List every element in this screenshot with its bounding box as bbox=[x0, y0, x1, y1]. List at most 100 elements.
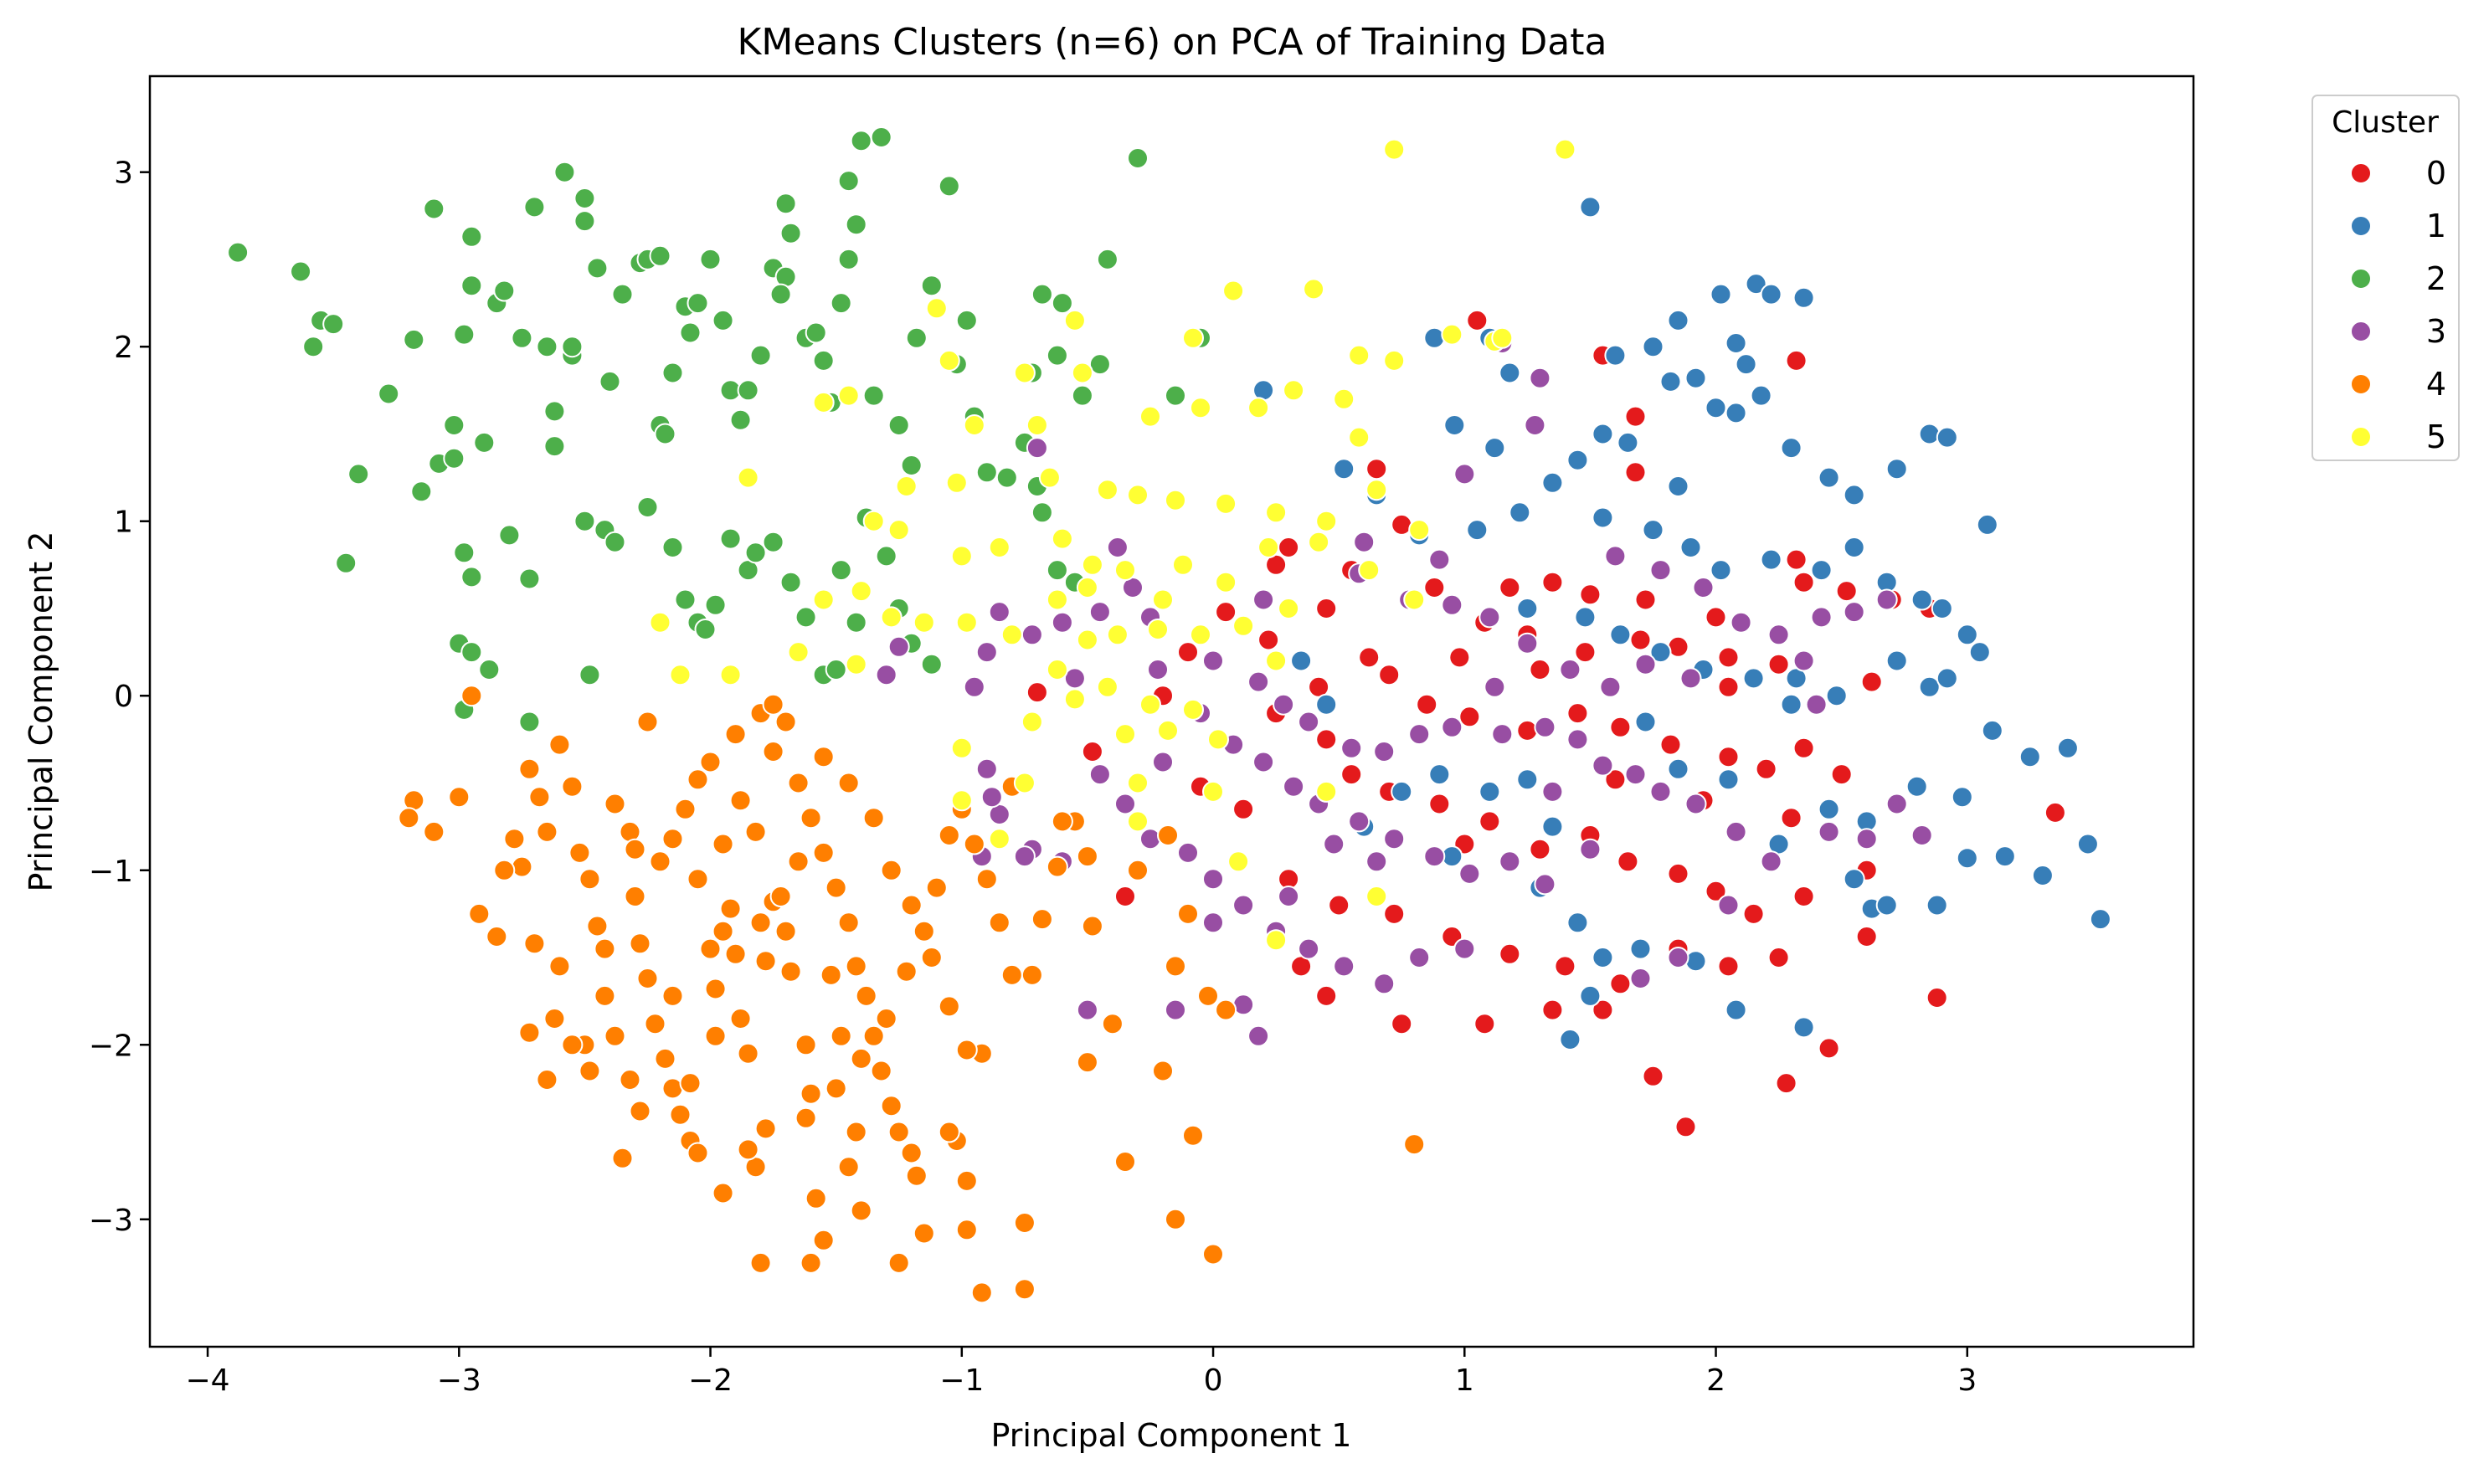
point-cluster-2 bbox=[837, 170, 860, 193]
point-cluster-5 bbox=[1403, 588, 1426, 611]
point-cluster-2 bbox=[1046, 344, 1068, 367]
point-cluster-1 bbox=[1956, 624, 1978, 646]
point-cluster-4 bbox=[586, 915, 609, 937]
point-cluster-3 bbox=[1458, 862, 1481, 885]
point-cluster-3 bbox=[1604, 545, 1627, 567]
point-cluster-0 bbox=[1423, 577, 1446, 598]
point-cluster-3 bbox=[1792, 650, 1815, 672]
point-cluster-5 bbox=[1365, 886, 1388, 907]
x-tick-label: 0 bbox=[1204, 1363, 1223, 1398]
point-cluster-4 bbox=[1081, 915, 1103, 937]
point-cluster-0 bbox=[1499, 577, 1521, 598]
point-cluster-0 bbox=[1624, 461, 1647, 484]
point-cluster-3 bbox=[1106, 537, 1129, 558]
point-cluster-3 bbox=[1541, 780, 1564, 803]
point-cluster-4 bbox=[1013, 1212, 1036, 1234]
point-cluster-3 bbox=[1855, 828, 1878, 850]
point-cluster-4 bbox=[661, 828, 684, 850]
point-cluster-4 bbox=[925, 876, 948, 899]
point-cluster-5 bbox=[1127, 772, 1149, 794]
point-cluster-0 bbox=[1624, 405, 1647, 428]
point-cluster-5 bbox=[1046, 659, 1068, 680]
point-cluster-4 bbox=[749, 1251, 772, 1274]
point-cluster-3 bbox=[1323, 833, 1345, 855]
point-cluster-3 bbox=[1499, 850, 1521, 873]
point-cluster-3 bbox=[1684, 793, 1707, 815]
point-cluster-3 bbox=[1026, 437, 1048, 460]
chart-title: KMeans Clusters (n=6) on PCA of Training… bbox=[738, 21, 1607, 64]
point-cluster-3 bbox=[1885, 793, 1908, 815]
point-cluster-4 bbox=[719, 897, 742, 920]
point-cluster-5 bbox=[1063, 688, 1086, 711]
point-cluster-0 bbox=[1609, 973, 1632, 995]
point-cluster-3 bbox=[1649, 780, 1672, 803]
point-cluster-1 bbox=[1516, 768, 1539, 791]
point-cluster-4 bbox=[825, 1077, 847, 1100]
point-cluster-5 bbox=[1190, 624, 1211, 646]
y-axis-label: Principal Component 2 bbox=[23, 531, 59, 892]
point-cluster-5 bbox=[950, 737, 973, 759]
point-cluster-4 bbox=[729, 789, 752, 812]
point-cluster-5 bbox=[1333, 388, 1355, 410]
point-cluster-1 bbox=[1818, 798, 1840, 820]
point-cluster-4 bbox=[754, 1117, 777, 1140]
point-cluster-0 bbox=[1378, 664, 1401, 686]
point-cluster-3 bbox=[1453, 937, 1476, 960]
point-cluster-3 bbox=[1805, 693, 1828, 716]
point-cluster-2 bbox=[837, 248, 860, 270]
point-cluster-3 bbox=[875, 664, 897, 686]
point-cluster-3 bbox=[1484, 675, 1506, 698]
point-cluster-4 bbox=[963, 833, 985, 855]
point-cluster-3 bbox=[988, 601, 1011, 624]
point-cluster-4 bbox=[1021, 963, 1043, 986]
point-cluster-4 bbox=[729, 1008, 752, 1030]
point-cluster-2 bbox=[805, 321, 827, 344]
point-cluster-2 bbox=[749, 344, 772, 367]
point-cluster-5 bbox=[669, 664, 692, 686]
point-cluster-2 bbox=[553, 161, 576, 183]
point-cluster-3 bbox=[1624, 763, 1647, 786]
point-cluster-0 bbox=[1705, 606, 1727, 629]
point-cluster-3 bbox=[1423, 845, 1446, 868]
point-cluster-5 bbox=[895, 475, 918, 497]
point-cluster-0 bbox=[1541, 571, 1564, 593]
point-cluster-2 bbox=[543, 400, 566, 423]
point-cluster-2 bbox=[1088, 353, 1111, 376]
point-cluster-1 bbox=[1931, 598, 1953, 619]
point-cluster-4 bbox=[712, 833, 734, 855]
point-cluster-2 bbox=[573, 210, 596, 233]
point-cluster-5 bbox=[1038, 466, 1061, 489]
point-cluster-5 bbox=[1114, 559, 1136, 582]
point-cluster-5 bbox=[1139, 405, 1161, 428]
point-cluster-4 bbox=[754, 950, 777, 973]
point-cluster-1 bbox=[1760, 283, 1782, 306]
point-cluster-0 bbox=[1717, 646, 1740, 669]
point-cluster-4 bbox=[636, 968, 659, 989]
point-cluster-2 bbox=[611, 283, 634, 306]
point-cluster-5 bbox=[1441, 323, 1463, 346]
point-cluster-2 bbox=[845, 611, 867, 634]
point-cluster-5 bbox=[1222, 280, 1245, 302]
point-cluster-3 bbox=[1139, 828, 1161, 850]
point-cluster-2 bbox=[443, 447, 465, 470]
point-cluster-3 bbox=[1843, 601, 1865, 624]
point-cluster-5 bbox=[1076, 577, 1098, 598]
point-cluster-2 bbox=[511, 326, 533, 349]
point-cluster-3 bbox=[1298, 937, 1320, 960]
point-cluster-4 bbox=[845, 955, 867, 978]
legend-label-1: 1 bbox=[2426, 208, 2446, 244]
point-cluster-5 bbox=[1081, 553, 1103, 576]
point-cluster-1 bbox=[1609, 624, 1632, 646]
point-cluster-0 bbox=[1177, 641, 1199, 664]
point-cluster-0 bbox=[1629, 629, 1652, 651]
point-cluster-4 bbox=[737, 1138, 759, 1161]
point-cluster-4 bbox=[629, 932, 651, 955]
point-cluster-5 bbox=[1071, 362, 1093, 384]
point-cluster-4 bbox=[955, 1169, 978, 1192]
point-cluster-3 bbox=[1534, 873, 1556, 896]
point-cluster-2 bbox=[1051, 292, 1073, 315]
point-cluster-5 bbox=[1026, 414, 1048, 436]
point-cluster-2 bbox=[460, 566, 483, 588]
y-tick-label: −3 bbox=[89, 1204, 133, 1238]
